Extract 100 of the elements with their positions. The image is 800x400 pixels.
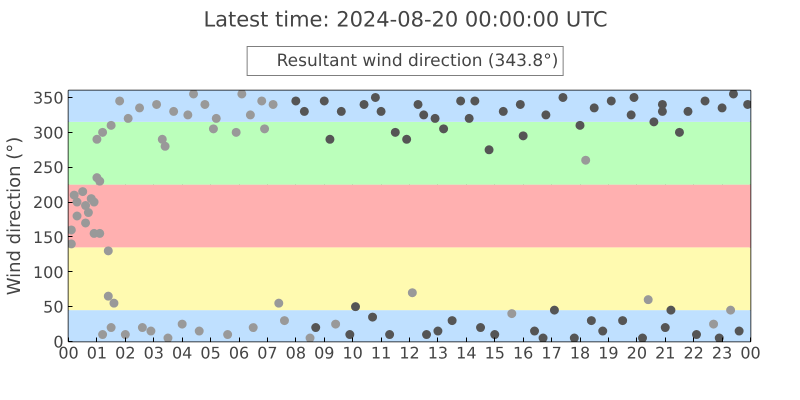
x-tick-label: 21 — [655, 344, 676, 362]
point — [351, 302, 360, 312]
x-tick-label: 11 — [370, 344, 392, 362]
point — [649, 117, 658, 126]
x-tick-label: 06 — [228, 344, 250, 362]
y-tick-label: 350 — [32, 88, 64, 108]
point — [692, 330, 702, 340]
point — [106, 323, 116, 332]
point — [98, 330, 108, 340]
point — [248, 323, 258, 332]
point — [200, 100, 210, 109]
point — [104, 246, 113, 256]
point — [718, 103, 727, 112]
point — [430, 114, 440, 123]
point — [626, 110, 636, 120]
point — [320, 96, 329, 106]
point — [570, 334, 579, 342]
y-tick-label: 250 — [32, 158, 64, 178]
point — [90, 198, 99, 207]
x-tick-label: 13 — [428, 344, 448, 362]
y-tick-label: 100 — [32, 262, 64, 282]
point — [530, 326, 540, 336]
point — [106, 120, 116, 130]
point — [194, 326, 204, 336]
point — [370, 92, 380, 102]
x-tick-label: 07 — [257, 344, 278, 362]
point — [714, 334, 724, 342]
x-tick-label: 10 — [342, 344, 363, 362]
point — [683, 106, 692, 116]
point — [223, 330, 232, 340]
point — [311, 323, 320, 332]
point — [163, 334, 172, 342]
point — [629, 92, 638, 102]
x-tick-label: 18 — [570, 344, 590, 362]
point — [257, 96, 266, 106]
point — [274, 298, 284, 308]
point — [726, 306, 736, 315]
point — [734, 326, 744, 336]
point — [158, 134, 167, 144]
point — [507, 309, 516, 318]
point — [376, 106, 386, 116]
point — [728, 90, 738, 98]
point — [237, 90, 246, 98]
point — [81, 218, 90, 228]
point — [390, 128, 400, 137]
point — [260, 124, 270, 134]
point — [208, 124, 218, 134]
point — [490, 330, 500, 340]
point — [576, 120, 584, 130]
x-tick-label: 23 — [712, 344, 732, 362]
point — [336, 106, 346, 116]
point — [152, 100, 162, 109]
point — [439, 124, 448, 134]
point — [470, 96, 480, 106]
x-tick-label: 02 — [115, 344, 136, 362]
point — [232, 128, 241, 137]
series-label: Resultant wind direction (343.8°) — [276, 50, 558, 70]
x-tick-label: 20 — [626, 344, 648, 362]
point — [414, 100, 423, 109]
point — [700, 96, 710, 106]
x-tick-label: 16 — [512, 344, 534, 362]
point — [104, 292, 113, 301]
point — [598, 326, 608, 336]
x-tick-label: 00 — [740, 344, 761, 362]
point — [360, 100, 369, 109]
point — [541, 110, 550, 120]
y-tick-label: 50 — [43, 298, 64, 317]
point — [300, 106, 309, 116]
x-tick-label: 15 — [484, 344, 505, 362]
point — [516, 100, 525, 109]
x-tick-label: 19 — [598, 344, 619, 362]
point — [402, 134, 412, 144]
point — [146, 326, 156, 336]
point — [109, 298, 118, 308]
x-tick-label: 01 — [86, 344, 108, 362]
point — [92, 134, 102, 144]
x-tick-label: 04 — [172, 344, 192, 362]
point — [178, 320, 187, 329]
point — [550, 306, 559, 315]
point — [476, 323, 486, 332]
y-axis-title: Wind direction (°) — [4, 136, 25, 296]
point — [456, 96, 466, 106]
point — [169, 106, 178, 116]
point — [72, 212, 82, 220]
x-tick-label: 17 — [541, 344, 562, 362]
point — [212, 114, 221, 123]
point — [590, 103, 599, 112]
point — [268, 100, 278, 109]
x-tick-label: 14 — [456, 344, 477, 362]
point — [618, 316, 628, 326]
point — [464, 114, 474, 123]
point — [498, 106, 508, 116]
point — [120, 330, 130, 340]
point — [70, 190, 79, 200]
point — [538, 334, 548, 342]
point — [291, 96, 300, 106]
point — [72, 198, 82, 207]
point — [484, 145, 494, 154]
y-tick-label: 300 — [32, 123, 64, 142]
point — [345, 330, 354, 340]
